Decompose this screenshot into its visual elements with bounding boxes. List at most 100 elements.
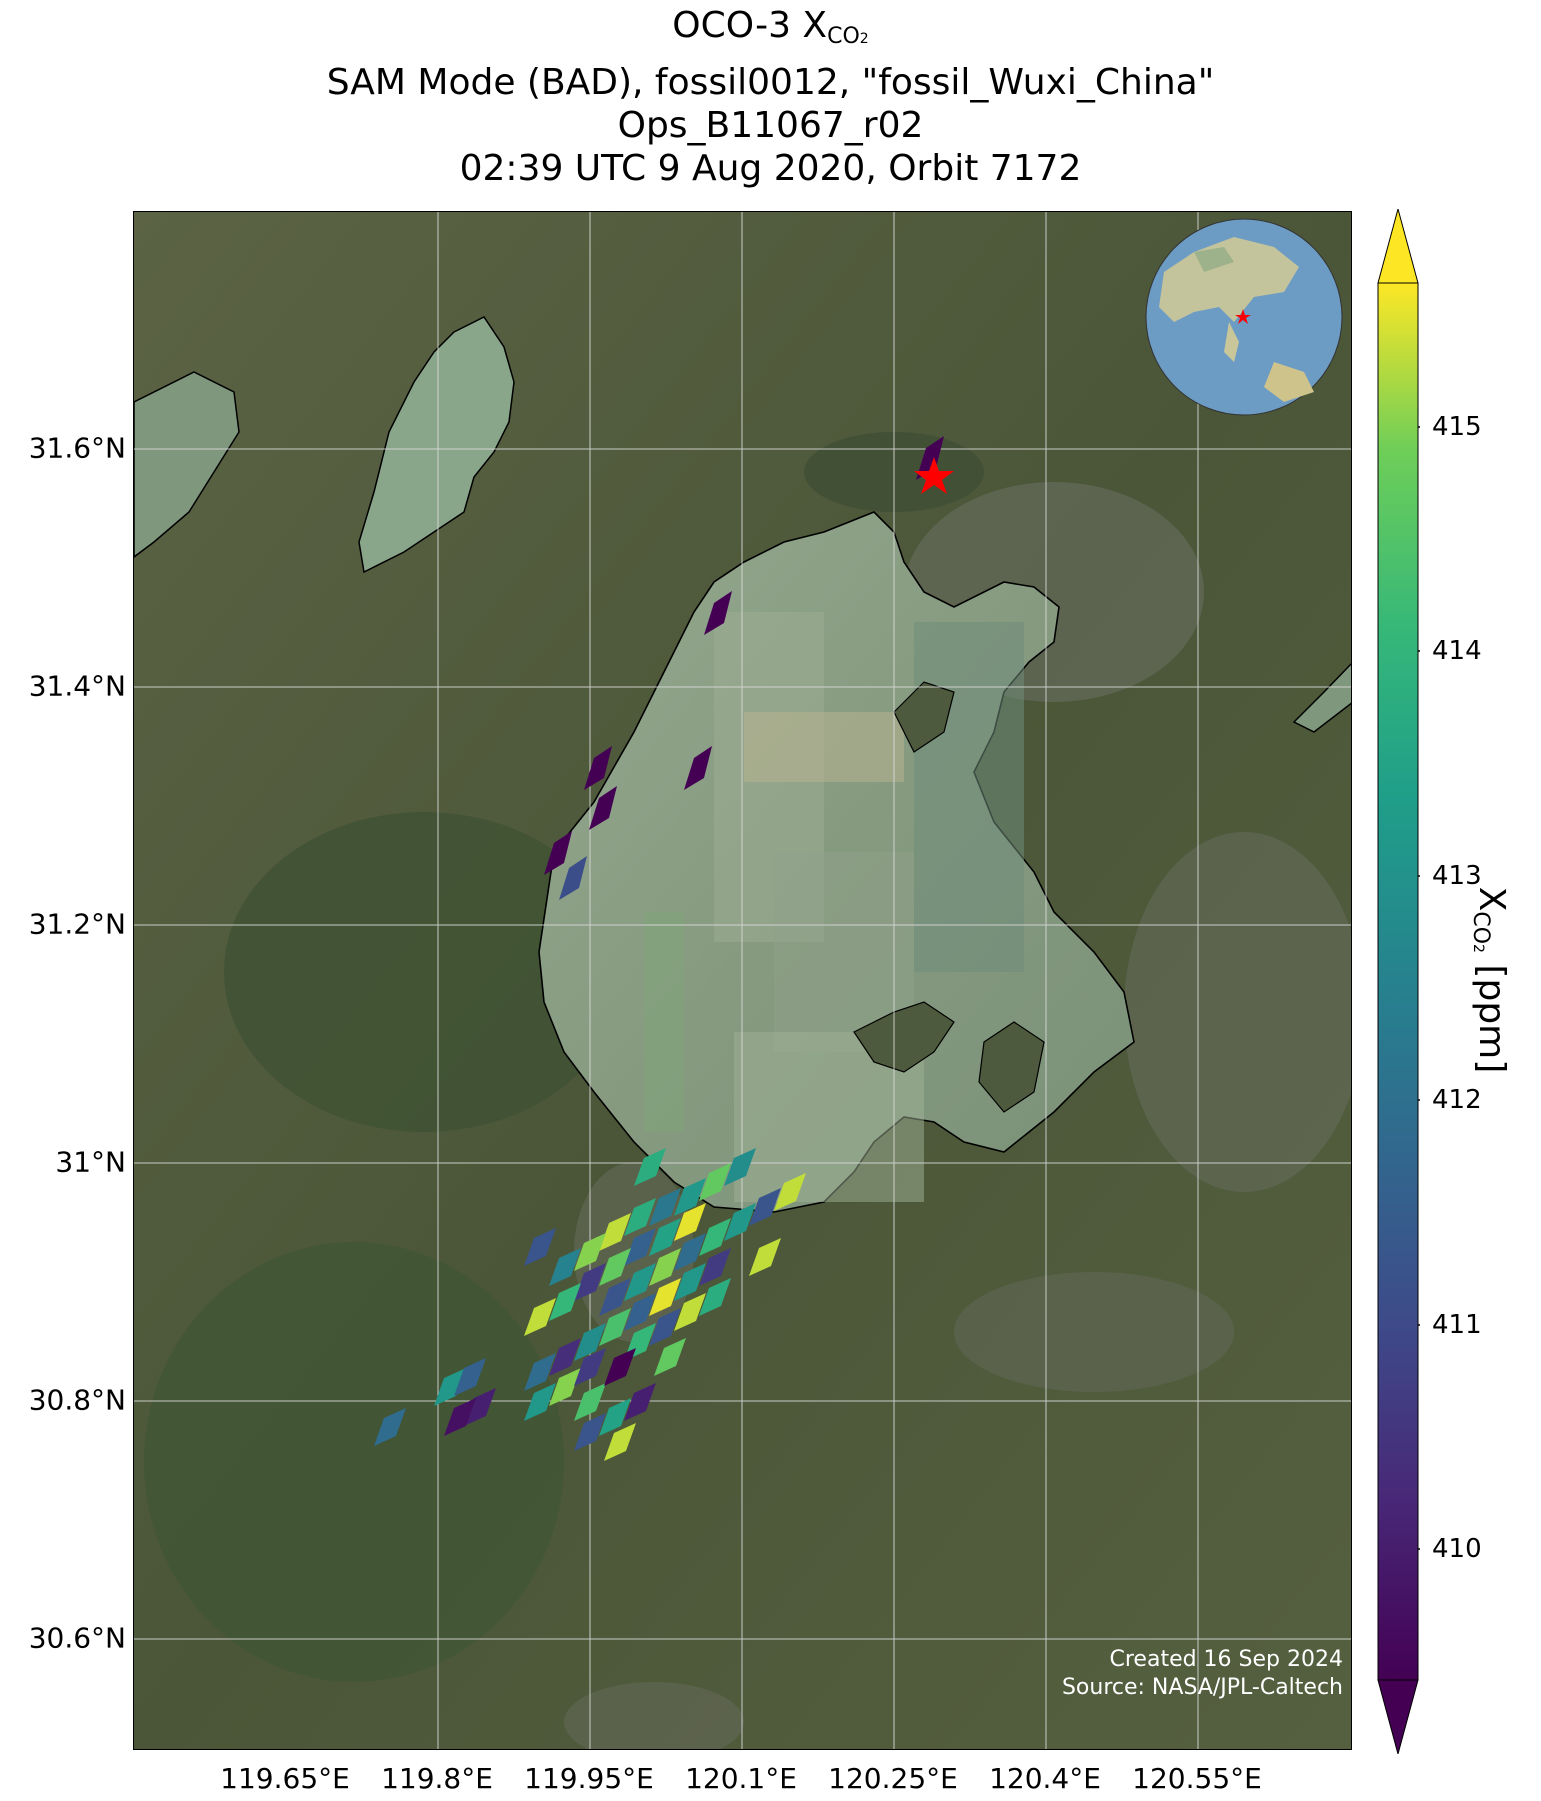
xco2-footprint bbox=[544, 831, 572, 875]
colorbar-body bbox=[1377, 282, 1419, 1681]
xco2-footprint bbox=[724, 1203, 756, 1241]
gridlines bbox=[134, 212, 1351, 1749]
title-line-3: Ops_B11067_r02 bbox=[617, 105, 924, 146]
xco2-footprint bbox=[584, 746, 612, 790]
xco2-footprint bbox=[649, 1218, 681, 1256]
colorbar-extend-bottom bbox=[1377, 1679, 1419, 1754]
figure-title: OCO-3 XCO2 SAM Mode (BAD), fossil0012, "… bbox=[0, 4, 1541, 190]
mountain-region bbox=[224, 812, 624, 1132]
urban-area bbox=[954, 1272, 1234, 1392]
xco2-footprint bbox=[674, 1293, 706, 1331]
xco2-footprint bbox=[624, 1383, 656, 1421]
colorbar-tick-label: 413 bbox=[1432, 861, 1482, 891]
lon-tick-label: 119.95°E bbox=[524, 1762, 654, 1795]
xco2-footprint bbox=[574, 1233, 606, 1271]
xco2-footprint bbox=[574, 1323, 606, 1361]
xco2-footprint bbox=[599, 1248, 631, 1286]
xco2-footprint bbox=[464, 1388, 496, 1426]
lon-tick-label: 120.55°E bbox=[1132, 1762, 1262, 1795]
colorbar-tick-label: 410 bbox=[1432, 1534, 1482, 1564]
xco2-footprint bbox=[649, 1248, 681, 1286]
colorbar bbox=[1377, 209, 1420, 1754]
xco2-footprint bbox=[774, 1173, 806, 1211]
colorbar-tick-label: 415 bbox=[1432, 412, 1482, 442]
colorbar-tick-label: 411 bbox=[1432, 1310, 1482, 1340]
xco2-footprint bbox=[559, 856, 587, 900]
globe-inset bbox=[1145, 218, 1343, 416]
xco2-footprint bbox=[624, 1198, 656, 1236]
colorbar-tick-label: 412 bbox=[1432, 1085, 1482, 1115]
xco2-footprint bbox=[599, 1398, 631, 1436]
xco2-footprint bbox=[649, 1188, 681, 1226]
xco2-footprint bbox=[674, 1263, 706, 1301]
xco2-footprint bbox=[649, 1308, 681, 1346]
lon-tick-label: 119.65°E bbox=[220, 1762, 350, 1795]
xco2-footprint bbox=[604, 1423, 636, 1461]
xco2-footprint bbox=[454, 1358, 486, 1396]
xco2-footprint bbox=[374, 1408, 406, 1446]
map-canvas bbox=[134, 212, 1351, 1749]
xco2-footprint bbox=[549, 1368, 581, 1406]
xco2-footprint bbox=[674, 1178, 706, 1216]
credit-created: Created 16 Sep 2024 bbox=[1109, 1647, 1344, 1672]
image-patch bbox=[744, 712, 904, 782]
xco2-footprint bbox=[654, 1338, 686, 1376]
lat-tick-label: 31.4°N bbox=[28, 669, 126, 703]
xco2-footprint bbox=[674, 1203, 706, 1241]
xco2-footprint bbox=[524, 1298, 556, 1336]
colorbar-tick-label: 414 bbox=[1432, 636, 1482, 666]
lat-tick-label: 31.6°N bbox=[28, 431, 126, 465]
xco2-footprint bbox=[916, 436, 944, 480]
lon-tick-label: 120.4°E bbox=[989, 1762, 1101, 1795]
xco2-footprint bbox=[749, 1238, 781, 1276]
lake-gehu bbox=[358, 316, 515, 574]
xco2-footprint bbox=[524, 1228, 556, 1266]
xco2-footprint bbox=[549, 1338, 581, 1376]
xco2-footprint bbox=[524, 1383, 556, 1421]
lat-tick-label: 31.2°N bbox=[28, 907, 126, 941]
xco2-footprint bbox=[599, 1278, 631, 1316]
island bbox=[853, 1001, 955, 1073]
image-patch bbox=[914, 622, 1024, 972]
colorbar-label: XCO2 [ppm] bbox=[1468, 886, 1512, 1074]
xco2-soundings bbox=[374, 436, 944, 1461]
xco2-footprint bbox=[704, 591, 732, 635]
xco2-footprint bbox=[574, 1348, 606, 1386]
xco2-footprint bbox=[589, 786, 617, 830]
credit-source: Source: NASA/JPL-Caltech bbox=[1061, 1675, 1343, 1700]
xco2-footprint bbox=[699, 1278, 731, 1316]
urban-area bbox=[1124, 832, 1351, 1192]
island bbox=[978, 1021, 1045, 1113]
xco2-footprint bbox=[599, 1213, 631, 1251]
xco2-footprint bbox=[699, 1248, 731, 1286]
xco2-footprint bbox=[604, 1348, 636, 1386]
lake-ge bbox=[134, 371, 240, 558]
xco2-footprint bbox=[524, 1353, 556, 1391]
xco2-footprint bbox=[749, 1188, 781, 1226]
xco2-footprint bbox=[574, 1263, 606, 1301]
map-frame[interactable] bbox=[133, 211, 1352, 1750]
image-patch bbox=[644, 912, 684, 1132]
xco2-footprint bbox=[699, 1218, 731, 1256]
xco2-footprint bbox=[599, 1308, 631, 1346]
xco2-footprint bbox=[624, 1293, 656, 1331]
xco2-footprint bbox=[574, 1383, 606, 1421]
lat-tick-label: 31°N bbox=[55, 1145, 126, 1179]
lon-tick-label: 120.25°E bbox=[828, 1762, 958, 1795]
title-line-4: 02:39 UTC 9 Aug 2020, Orbit 7172 bbox=[459, 148, 1082, 189]
lon-tick-label: 120.1°E bbox=[685, 1762, 797, 1795]
xco2-footprint bbox=[624, 1263, 656, 1301]
lat-tick-label: 30.6°N bbox=[28, 1621, 126, 1655]
globe-star-marker bbox=[1235, 309, 1251, 324]
xco2-footprint bbox=[699, 1163, 731, 1201]
xco2-footprint bbox=[684, 746, 712, 790]
xco2-footprint bbox=[549, 1248, 581, 1286]
title-line-1: OCO-3 XCO2 bbox=[672, 5, 869, 49]
mountain-region bbox=[144, 1242, 564, 1682]
xco2-footprint bbox=[674, 1233, 706, 1271]
xco2-footprint bbox=[624, 1228, 656, 1266]
urban-area bbox=[564, 1682, 744, 1749]
lat-tick-label: 30.8°N bbox=[28, 1383, 126, 1417]
xco2-footprint bbox=[724, 1148, 756, 1186]
lon-tick-label: 119.8°E bbox=[381, 1762, 493, 1795]
